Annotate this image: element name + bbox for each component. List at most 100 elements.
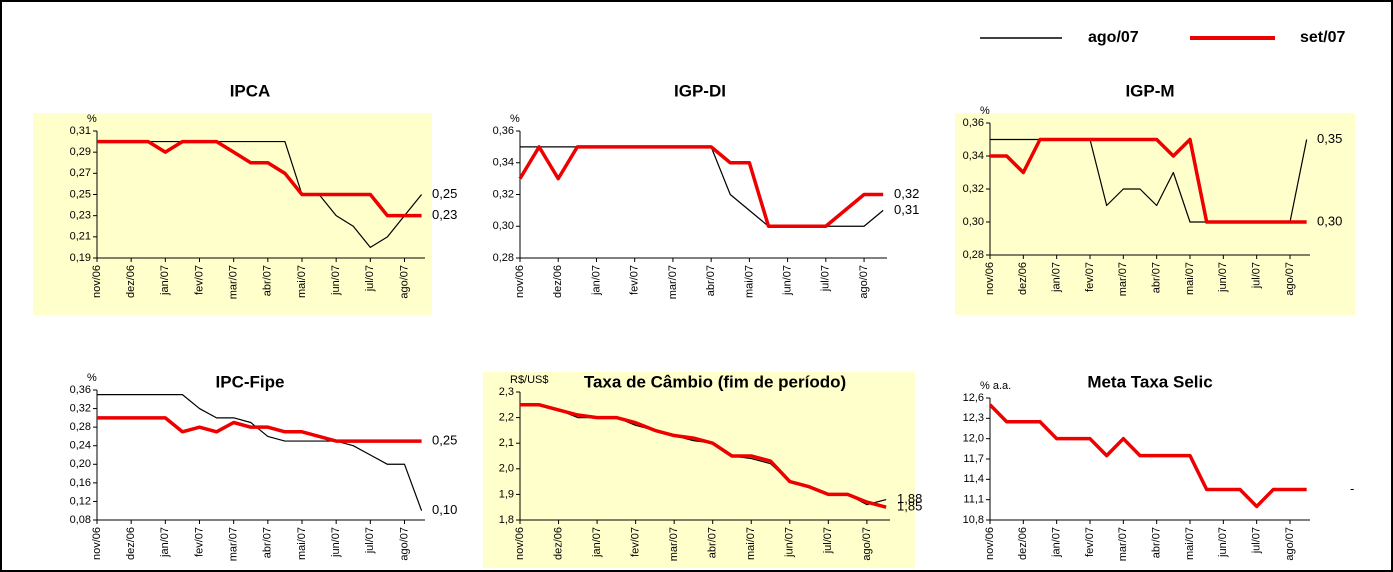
x-tick-label: jan/07 bbox=[591, 527, 603, 558]
y-tick-label: 11,7 bbox=[963, 453, 984, 465]
x-tick-label: dez/06 bbox=[1017, 262, 1029, 295]
series-line bbox=[97, 139, 422, 218]
x-tick-label: jan/07 bbox=[590, 265, 602, 296]
x-tick-label: mai/07 bbox=[743, 265, 755, 298]
y-tick-label: 0,21 bbox=[70, 231, 91, 243]
y-tick-label: 0,12 bbox=[70, 495, 91, 507]
chart-title: Meta Taxa Selic bbox=[1087, 372, 1212, 391]
x-tick-label: jul/07 bbox=[364, 265, 376, 292]
x-tick-label: mai/07 bbox=[296, 265, 308, 298]
x-tick-label: mar/07 bbox=[1117, 262, 1129, 296]
end-label: 0,25 bbox=[432, 433, 457, 448]
x-tick-label: fev/07 bbox=[630, 527, 642, 557]
y-axis-unit: R$/US$ bbox=[510, 374, 549, 386]
x-tick-label: jun/07 bbox=[330, 527, 342, 558]
x-tick-label: jun/07 bbox=[1217, 527, 1229, 558]
x-tick-label: jul/07 bbox=[1251, 527, 1263, 554]
x-tick-label: dez/06 bbox=[552, 527, 564, 560]
y-tick-label: 0,16 bbox=[70, 477, 91, 489]
plot-background bbox=[483, 372, 915, 568]
series-line bbox=[97, 416, 422, 443]
x-tick-label: nov/06 bbox=[984, 262, 996, 295]
y-tick-label: 0,25 bbox=[70, 188, 91, 200]
end-label: 0,10 bbox=[432, 502, 457, 517]
y-tick-label: 11,4 bbox=[963, 473, 984, 485]
y-tick-label: 0,32 bbox=[963, 183, 984, 195]
x-tick-label: jan/07 bbox=[159, 527, 171, 558]
x-tick-label: mai/07 bbox=[745, 527, 757, 560]
series-line bbox=[988, 403, 1307, 509]
x-tick-label: dez/06 bbox=[125, 527, 137, 560]
x-tick-label: ago/07 bbox=[398, 265, 410, 299]
y-tick-label: 1,9 bbox=[499, 488, 514, 500]
x-tick-label: mai/07 bbox=[1184, 527, 1196, 560]
y-tick-label: 0,28 bbox=[963, 249, 984, 261]
y-axis-unit: % bbox=[87, 372, 97, 384]
x-tick-label: jul/07 bbox=[1251, 262, 1263, 289]
legend-label: ago/07 bbox=[1088, 29, 1139, 46]
x-tick-label: nov/06 bbox=[514, 527, 526, 560]
x-tick-label: mar/07 bbox=[668, 527, 680, 561]
y-tick-label: 10,8 bbox=[963, 514, 984, 526]
x-tick-label: mai/07 bbox=[296, 527, 308, 560]
y-tick-label: 12,6 bbox=[963, 392, 984, 404]
end-label: 0,35 bbox=[1317, 131, 1342, 146]
y-tick-label: 0,30 bbox=[963, 216, 984, 228]
x-tick-label: nov/06 bbox=[91, 265, 103, 298]
y-tick-label: 0,27 bbox=[70, 167, 91, 179]
x-tick-label: nov/06 bbox=[514, 265, 526, 298]
y-tick-label: 0,28 bbox=[70, 421, 91, 433]
x-tick-label: dez/06 bbox=[125, 265, 137, 298]
x-tick-label: ago/07 bbox=[861, 527, 873, 561]
x-tick-label: jul/07 bbox=[820, 265, 832, 292]
y-tick-label: 1,8 bbox=[499, 514, 514, 526]
end-label: 0,23 bbox=[432, 207, 457, 222]
chart-title: IGP-M bbox=[1125, 81, 1174, 100]
series-line bbox=[97, 394, 423, 511]
y-tick-label: 2,2 bbox=[499, 412, 514, 424]
y-tick-label: 0,32 bbox=[493, 188, 514, 200]
y-tick-label: 0,23 bbox=[70, 210, 91, 222]
x-tick-label: abr/07 bbox=[262, 527, 274, 558]
x-tick-label: jun/07 bbox=[330, 265, 342, 296]
plot-background bbox=[955, 113, 1355, 315]
x-tick-label: ago/07 bbox=[858, 265, 870, 299]
chart-title: IPC-Fipe bbox=[216, 372, 285, 391]
end-label: 0,32 bbox=[894, 186, 919, 201]
x-tick-label: abr/07 bbox=[1151, 262, 1163, 293]
x-tick-label: nov/06 bbox=[984, 527, 996, 560]
y-tick-label: 0,32 bbox=[70, 402, 91, 414]
chart-title: IGP-DI bbox=[674, 81, 726, 100]
y-axis-unit: % bbox=[87, 113, 97, 125]
y-tick-label: 0,30 bbox=[493, 220, 514, 232]
x-tick-label: ago/07 bbox=[1284, 262, 1296, 296]
x-tick-label: ago/07 bbox=[398, 527, 410, 561]
y-tick-label: 0,28 bbox=[493, 252, 514, 264]
x-tick-label: abr/07 bbox=[1151, 527, 1163, 558]
x-tick-label: mai/07 bbox=[1184, 262, 1196, 295]
y-axis-unit: % bbox=[510, 113, 520, 125]
y-tick-label: 12,3 bbox=[963, 412, 984, 424]
x-tick-label: mar/07 bbox=[667, 265, 679, 299]
x-tick-label: ago/07 bbox=[1284, 527, 1296, 561]
series-line bbox=[518, 145, 884, 228]
x-tick-label: abr/07 bbox=[262, 265, 274, 296]
y-tick-label: 0,24 bbox=[70, 440, 91, 452]
y-axis-unit: % bbox=[980, 105, 990, 117]
y-tick-label: 0,36 bbox=[493, 125, 514, 137]
y-tick-label: 0,36 bbox=[963, 117, 984, 129]
x-tick-label: jan/07 bbox=[1051, 527, 1063, 558]
y-tick-label: 11,1 bbox=[963, 494, 984, 506]
x-tick-label: jun/07 bbox=[784, 527, 796, 558]
y-tick-label: 2,1 bbox=[499, 437, 514, 449]
x-tick-label: abr/07 bbox=[705, 265, 717, 296]
x-tick-label: nov/06 bbox=[91, 527, 103, 560]
chart-title: IPCA bbox=[230, 81, 271, 100]
x-tick-label: mar/07 bbox=[228, 527, 240, 561]
end-label: 0,30 bbox=[1317, 213, 1342, 228]
x-tick-label: jul/07 bbox=[364, 527, 376, 554]
y-tick-label: 0,34 bbox=[493, 157, 514, 169]
x-tick-label: jun/07 bbox=[1217, 262, 1229, 293]
y-tick-label: 0,19 bbox=[70, 252, 91, 264]
